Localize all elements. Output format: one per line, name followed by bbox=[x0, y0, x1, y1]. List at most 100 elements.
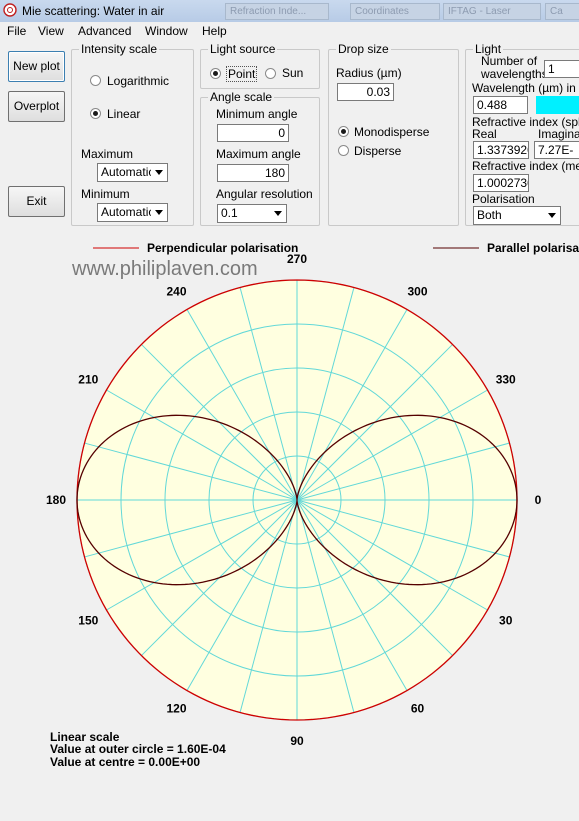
linear-label: Linear bbox=[107, 107, 141, 121]
chevron-down-icon bbox=[151, 164, 167, 181]
minimum-angle-input[interactable]: 0 bbox=[217, 124, 289, 142]
imaginary-index-input[interactable]: 7.27E- bbox=[534, 141, 579, 159]
sun-label: Sun bbox=[282, 66, 304, 80]
angular-resolution-select[interactable]: 0.1 bbox=[217, 204, 287, 223]
angular-resolution-label: Angular resolution bbox=[216, 187, 313, 201]
maximum-label: Maximum bbox=[81, 147, 134, 161]
background-tab: Refraction Inde... bbox=[225, 3, 329, 20]
number-of-wavelengths-label-2: wavelengths bbox=[481, 67, 548, 81]
grid-spoke bbox=[296, 287, 355, 501]
logarithmic-radio[interactable] bbox=[90, 75, 101, 86]
chevron-down-icon bbox=[270, 205, 286, 222]
light-legend: Light bbox=[473, 42, 504, 56]
radius-input[interactable]: 0.03 bbox=[337, 83, 394, 101]
parallel-legend-label: Parallel polarisat bbox=[487, 241, 579, 255]
grid-spoke bbox=[106, 499, 298, 611]
refractive-index-sphere-label: Refractive index (sphe bbox=[472, 115, 579, 129]
chevron-down-icon bbox=[151, 204, 167, 221]
window-title: Mie scattering: Water in air bbox=[22, 4, 165, 18]
background-tab: Coordinates bbox=[350, 3, 440, 20]
centre-value: Value at centre = 0.00E+00 bbox=[50, 755, 201, 769]
background-tab: IFTAG - Laser bbox=[443, 3, 541, 20]
minimum-angle-label: Minimum angle bbox=[216, 107, 298, 121]
grid-spoke bbox=[296, 442, 510, 501]
wavelength-color-swatch bbox=[536, 96, 579, 114]
grid-spoke bbox=[296, 309, 408, 501]
minimum-select[interactable]: Automatic bbox=[97, 203, 168, 222]
chevron-down-icon bbox=[544, 207, 560, 224]
grid-spoke bbox=[296, 499, 408, 691]
light-group: Light Number of wavelengths 1 Wavelength… bbox=[465, 42, 579, 226]
title-bar: Mie scattering: Water in air Refraction … bbox=[0, 0, 579, 23]
overplot-button[interactable]: Overplot bbox=[8, 91, 65, 122]
angular-resolution-value: 0.1 bbox=[221, 206, 238, 220]
grid-spoke bbox=[106, 389, 298, 501]
grid-spoke bbox=[296, 499, 488, 611]
real-index-input[interactable]: 1.3373926 bbox=[473, 141, 529, 159]
maximum-angle-input[interactable]: 180 bbox=[217, 164, 289, 182]
menu-view[interactable]: View bbox=[38, 24, 64, 38]
angle-label: 120 bbox=[166, 702, 186, 716]
grid-spoke bbox=[239, 499, 298, 713]
point-radio[interactable] bbox=[210, 68, 221, 79]
polar-plot: Perpendicular polarisation Parallel pola… bbox=[46, 241, 579, 748]
medium-index-input[interactable]: 1.0002736 bbox=[473, 174, 529, 192]
grid-spoke bbox=[296, 499, 355, 713]
grid-spoke bbox=[239, 287, 298, 501]
menu-bar: File View Advanced Window Help bbox=[0, 22, 579, 40]
angle-label: 30 bbox=[499, 614, 513, 628]
grid-spoke bbox=[296, 499, 510, 558]
angle-label: 270 bbox=[287, 252, 307, 266]
angle-label: 60 bbox=[411, 702, 425, 716]
exit-button[interactable]: Exit bbox=[8, 186, 65, 217]
disperse-radio[interactable] bbox=[338, 145, 349, 156]
angle-scale-legend: Angle scale bbox=[208, 90, 275, 104]
intensity-scale-group: Intensity scale Logarithmic Linear Maxim… bbox=[71, 42, 194, 226]
menu-window[interactable]: Window bbox=[145, 24, 188, 38]
grid-spoke bbox=[186, 499, 298, 691]
refractive-index-medium-label: Refractive index (medi bbox=[472, 159, 579, 173]
perpendicular-legend-label: Perpendicular polarisation bbox=[147, 241, 298, 255]
wavelength-label: Wavelength (µm) in vac bbox=[472, 81, 579, 95]
scale-text: Linear scale bbox=[50, 730, 120, 744]
polarisation-value: Both bbox=[477, 208, 502, 222]
logarithmic-label: Logarithmic bbox=[107, 74, 170, 88]
grid-spoke bbox=[296, 389, 488, 501]
wavelength-input[interactable]: 0.488 bbox=[473, 96, 528, 114]
angle-label: 0 bbox=[535, 493, 542, 507]
drop-size-legend: Drop size bbox=[336, 42, 391, 56]
intensity-scale-legend: Intensity scale bbox=[79, 42, 160, 56]
angle-label: 90 bbox=[290, 734, 304, 748]
radius-label: Radius (µm) bbox=[336, 66, 402, 80]
angle-label: 150 bbox=[78, 614, 98, 628]
polar-grid bbox=[77, 280, 517, 720]
maximum-select[interactable]: Automatic bbox=[97, 163, 168, 182]
parallel-curve bbox=[76, 414, 518, 586]
grid-spoke bbox=[84, 499, 298, 558]
app-icon bbox=[3, 3, 17, 17]
angle-label: 210 bbox=[78, 373, 98, 387]
monodisperse-radio[interactable] bbox=[338, 126, 349, 137]
drop-size-group: Drop size Radius (µm) 0.03 Monodisperse … bbox=[328, 42, 459, 226]
real-label: Real bbox=[472, 127, 497, 141]
number-of-wavelengths-input[interactable]: 1 bbox=[544, 60, 579, 78]
point-label: Point bbox=[226, 66, 258, 82]
polarisation-select[interactable]: Both bbox=[473, 206, 561, 225]
menu-advanced[interactable]: Advanced bbox=[78, 24, 132, 38]
light-source-legend: Light source bbox=[208, 42, 278, 56]
linear-radio[interactable] bbox=[90, 108, 101, 119]
sun-radio[interactable] bbox=[265, 68, 276, 79]
watermark: www.philiplaven.com bbox=[71, 258, 258, 280]
new-plot-button[interactable]: New plot bbox=[8, 51, 65, 82]
grid-spoke bbox=[84, 442, 298, 501]
disperse-label: Disperse bbox=[354, 144, 402, 158]
minimum-value: Automatic bbox=[101, 205, 155, 219]
angle-labels: 0 30 60 90 120 150 180 210 240 270 300 330 bbox=[46, 252, 542, 748]
grid-spoke bbox=[186, 309, 298, 501]
monodisperse-label: Monodisperse bbox=[354, 125, 430, 139]
menu-help[interactable]: Help bbox=[202, 24, 227, 38]
maximum-angle-label: Maximum angle bbox=[216, 147, 301, 161]
angle-label: 300 bbox=[407, 284, 427, 298]
background-tab: Ca bbox=[545, 3, 579, 20]
menu-file[interactable]: File bbox=[7, 24, 27, 38]
